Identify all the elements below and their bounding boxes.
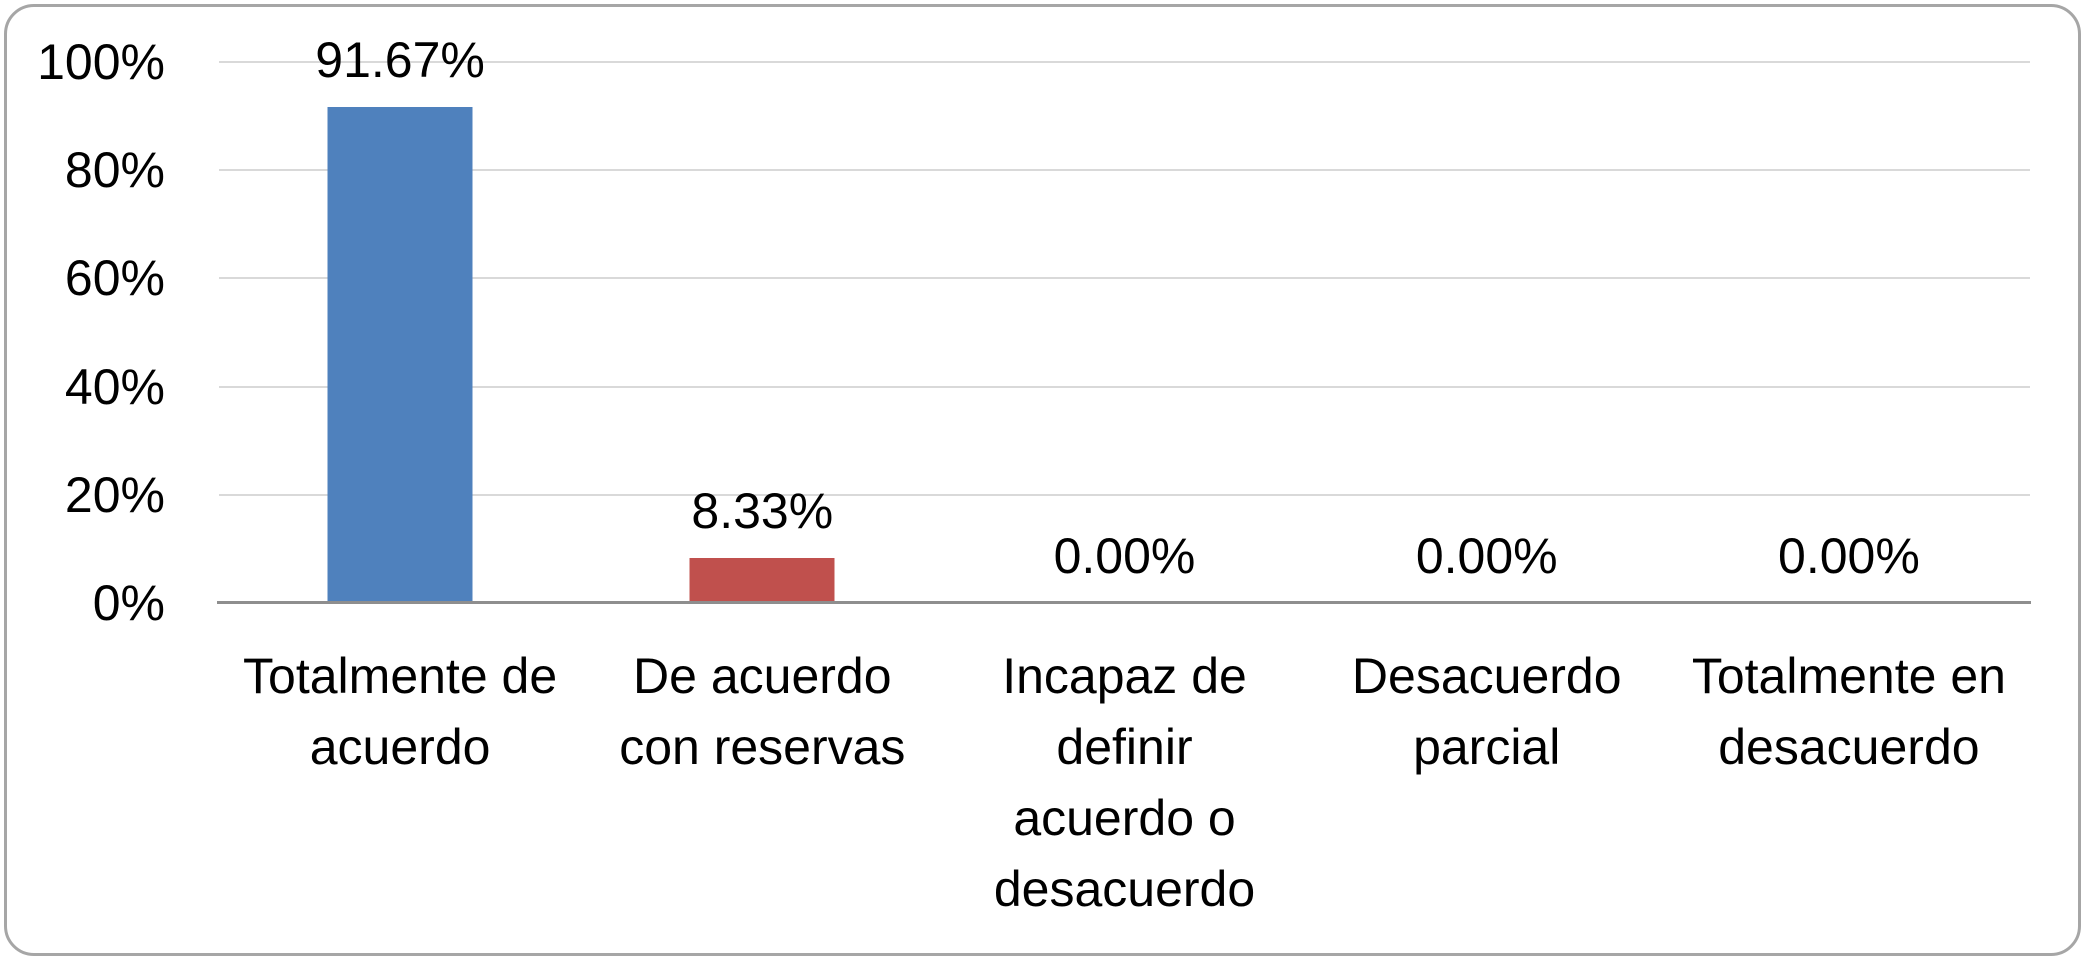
y-axis: 100% 80% 60% 40% 20% 0% [0,34,165,631]
data-label: 8.33% [691,482,834,539]
data-label: 0.00% [1778,528,1920,584]
x-axis-line [217,601,2031,604]
category-label-totalmente-de-acuerdo: Totalmente de acuerdo [243,648,558,775]
y-axis-tick-label: 80% [64,142,165,199]
data-label: 0.00% [1053,528,1196,584]
gridline [219,169,2030,172]
bar-slot-desacuerdo-parcial: 0.00% [1306,62,1668,603]
gridline [219,61,2030,63]
bar-slot-incapaz-de-definir: 0.00% [943,62,1305,603]
gridline [219,277,2030,280]
category-label-desacuerdo-parcial: Desacuerdo parcial [1351,648,1622,775]
gridline [219,493,2030,496]
y-axis-tick-label: 60% [64,250,165,307]
y-axis-tick-label: 20% [64,466,165,523]
data-label: 0.00% [1415,528,1558,584]
plot-area: 91.67% 8.33% 0.00% 0.00% 0.00% [219,32,2030,603]
bar-slot-totalmente-en-desacuerdo: 0.00% [1668,62,2030,603]
data-label: 91.67% [315,32,485,89]
category-label-totalmente-en-desacuerdo: Totalmente en desacuerdo [1691,648,2006,775]
bar-slot-de-acuerdo-con-reservas: 8.33% [581,62,943,603]
y-axis-tick-label: 100% [37,34,165,90]
category-label-de-acuerdo-con-reservas: De acuerdo con reservas [619,648,906,775]
bar-totalmente-de-acuerdo[interactable] [327,107,473,603]
x-axis-labels: Totalmente de acuerdo De acuerdo con res… [219,641,2030,925]
y-axis-tick-label: 40% [64,358,165,415]
bar-de-acuerdo-con-reservas[interactable] [689,557,835,603]
bar-slot-totalmente-de-acuerdo: 91.67% [219,32,581,603]
category-label-incapaz-de-definir: Incapaz de definir acuerdo o desacuerdo [993,648,1256,917]
gridline [219,385,2030,388]
y-axis-tick-label: 0% [92,575,165,631]
bar-series: 91.67% 8.33% 0.00% 0.00% 0.00% [219,32,2030,603]
